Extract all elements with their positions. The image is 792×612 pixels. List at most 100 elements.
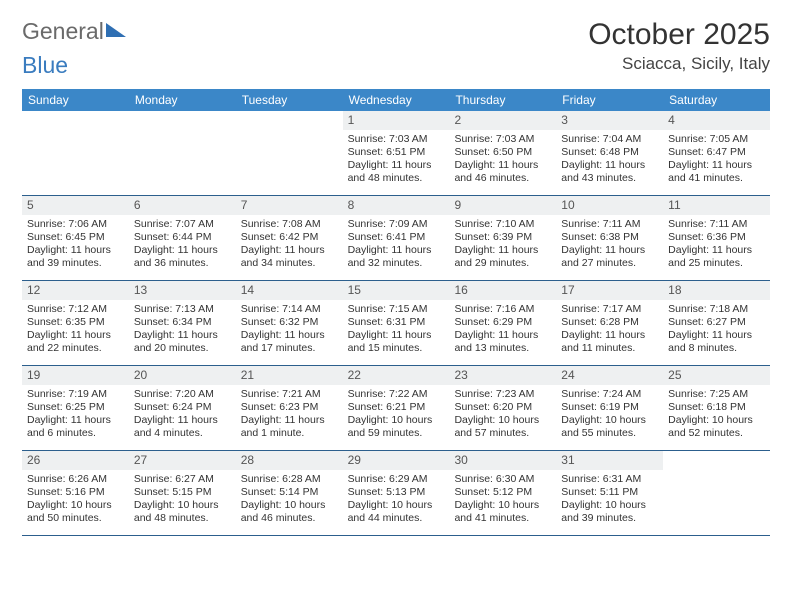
sunset-text: Sunset: 6:35 PM [27,316,124,329]
daylight-text: Daylight: 10 hours and 57 minutes. [454,414,551,440]
sunrise-text: Sunrise: 7:11 AM [668,218,765,231]
sunrise-text: Sunrise: 7:10 AM [454,218,551,231]
week-row: 12Sunrise: 7:12 AMSunset: 6:35 PMDayligh… [22,281,770,366]
day-number: 1 [343,111,450,130]
day-cell: 4Sunrise: 7:05 AMSunset: 6:47 PMDaylight… [663,111,770,195]
weekday-header-row: SundayMondayTuesdayWednesdayThursdayFrid… [22,89,770,111]
sunset-text: Sunset: 5:15 PM [134,486,231,499]
sunset-text: Sunset: 6:20 PM [454,401,551,414]
sunset-text: Sunset: 6:36 PM [668,231,765,244]
day-cell: 8Sunrise: 7:09 AMSunset: 6:41 PMDaylight… [343,196,450,280]
day-number: 31 [556,451,663,470]
day-number: 22 [343,366,450,385]
logo-text-1: General [22,18,104,45]
day-cell: 15Sunrise: 7:15 AMSunset: 6:31 PMDayligh… [343,281,450,365]
day-cell: 16Sunrise: 7:16 AMSunset: 6:29 PMDayligh… [449,281,556,365]
sunrise-text: Sunrise: 6:28 AM [241,473,338,486]
calendar-page: General October 2025 Sciacca, Sicily, It… [0,0,792,546]
sunrise-text: Sunrise: 7:08 AM [241,218,338,231]
daylight-text: Daylight: 11 hours and 22 minutes. [27,329,124,355]
day-number: 5 [22,196,129,215]
day-number: 30 [449,451,556,470]
sunrise-text: Sunrise: 6:26 AM [27,473,124,486]
day-cell: 7Sunrise: 7:08 AMSunset: 6:42 PMDaylight… [236,196,343,280]
daylight-text: Daylight: 10 hours and 41 minutes. [454,499,551,525]
day-number: 13 [129,281,236,300]
daylight-text: Daylight: 11 hours and 39 minutes. [27,244,124,270]
day-number: 4 [663,111,770,130]
day-cell: 31 Sunrise: 6:31 AMSunset: 5:11 PMDayligh… [556,451,663,535]
day-number: 10 [556,196,663,215]
day-cell: 27Sunrise: 6:27 AMSunset: 5:15 PMDayligh… [129,451,236,535]
day-number: 28 [236,451,343,470]
sunrise-text: Sunrise: 7:17 AM [561,303,658,316]
sunrise-text: Sunrise: 6:31 AM [561,473,658,486]
sunset-text: Sunset: 5:11 PM [561,486,658,499]
daylight-text: Daylight: 10 hours and 55 minutes. [561,414,658,440]
sunrise-text: Sunrise: 7:12 AM [27,303,124,316]
sunrise-text: Sunrise: 6:27 AM [134,473,231,486]
sunset-text: Sunset: 6:44 PM [134,231,231,244]
daylight-text: Daylight: 11 hours and 34 minutes. [241,244,338,270]
sunrise-text: Sunrise: 7:24 AM [561,388,658,401]
day-number: 27 [129,451,236,470]
daylight-text: Daylight: 11 hours and 4 minutes. [134,414,231,440]
daylight-text: Daylight: 11 hours and 48 minutes. [348,159,445,185]
daylight-text: Daylight: 11 hours and 29 minutes. [454,244,551,270]
daylight-text: Daylight: 11 hours and 17 minutes. [241,329,338,355]
sunset-text: Sunset: 6:25 PM [27,401,124,414]
sunrise-text: Sunrise: 7:20 AM [134,388,231,401]
sunset-text: Sunset: 6:34 PM [134,316,231,329]
sunset-text: Sunset: 6:32 PM [241,316,338,329]
day-number: 26 [22,451,129,470]
sunrise-text: Sunrise: 7:14 AM [241,303,338,316]
week-row: 1Sunrise: 7:03 AMSunset: 6:51 PMDaylight… [22,111,770,196]
sunset-text: Sunset: 6:38 PM [561,231,658,244]
weeks-container: 1Sunrise: 7:03 AMSunset: 6:51 PMDaylight… [22,111,770,536]
day-cell: 22Sunrise: 7:22 AMSunset: 6:21 PMDayligh… [343,366,450,450]
day-cell: 21Sunrise: 7:21 AMSunset: 6:23 PMDayligh… [236,366,343,450]
sunset-text: Sunset: 6:27 PM [668,316,765,329]
sunrise-text: Sunrise: 7:03 AM [348,133,445,146]
week-row: 19Sunrise: 7:19 AMSunset: 6:25 PMDayligh… [22,366,770,451]
daylight-text: Daylight: 11 hours and 1 minute. [241,414,338,440]
sunset-text: Sunset: 6:24 PM [134,401,231,414]
sunrise-text: Sunrise: 7:04 AM [561,133,658,146]
daylight-text: Daylight: 11 hours and 46 minutes. [454,159,551,185]
empty-cell [22,111,129,195]
day-number: 15 [343,281,450,300]
sunrise-text: Sunrise: 7:09 AM [348,218,445,231]
day-cell: 13Sunrise: 7:13 AMSunset: 6:34 PMDayligh… [129,281,236,365]
day-cell: 29Sunrise: 6:29 AMSunset: 5:13 PMDayligh… [343,451,450,535]
location: Sciacca, Sicily, Italy [588,54,770,74]
daylight-text: Daylight: 11 hours and 11 minutes. [561,329,658,355]
sunrise-text: Sunrise: 7:18 AM [668,303,765,316]
day-number: 20 [129,366,236,385]
sunset-text: Sunset: 6:45 PM [27,231,124,244]
day-number: 12 [22,281,129,300]
sunrise-text: Sunrise: 6:30 AM [454,473,551,486]
daylight-text: Daylight: 11 hours and 32 minutes. [348,244,445,270]
week-row: 26 Sunrise: 6:26 AMSunset: 5:16 PM Dayligh… [22,451,770,536]
day-number: 7 [236,196,343,215]
daylight-text: Daylight: 11 hours and 6 minutes. [27,414,124,440]
day-cell: 3Sunrise: 7:04 AMSunset: 6:48 PMDaylight… [556,111,663,195]
day-number: 11 [663,196,770,215]
day-number: 21 [236,366,343,385]
day-cell: 14Sunrise: 7:14 AMSunset: 6:32 PMDayligh… [236,281,343,365]
sunrise-text: Sunrise: 7:13 AM [134,303,231,316]
month-title: October 2025 [588,18,770,52]
day-number: 8 [343,196,450,215]
day-cell: 30Sunrise: 6:30 AMSunset: 5:12 PMDayligh… [449,451,556,535]
sunset-text: Sunset: 5:16 PM [27,486,124,499]
day-number: 6 [129,196,236,215]
day-number: 17 [556,281,663,300]
sunrise-text: Sunrise: 7:21 AM [241,388,338,401]
daylight-text: Daylight: 11 hours and 8 minutes. [668,329,765,355]
weekday-header: Sunday [22,89,129,111]
sunrise-text: Sunrise: 7:06 AM [27,218,124,231]
daylight-text: Daylight: 10 hours and 39 minutes. [561,499,658,525]
day-cell: 19Sunrise: 7:19 AMSunset: 6:25 PMDayligh… [22,366,129,450]
sunset-text: Sunset: 6:51 PM [348,146,445,159]
day-number: 24 [556,366,663,385]
